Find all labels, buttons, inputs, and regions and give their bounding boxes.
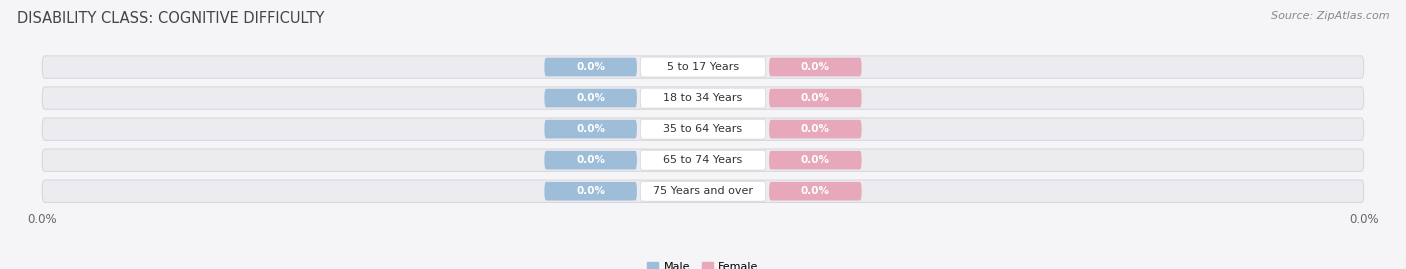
- Text: 0.0%: 0.0%: [801, 155, 830, 165]
- Text: 18 to 34 Years: 18 to 34 Years: [664, 93, 742, 103]
- FancyBboxPatch shape: [640, 119, 766, 139]
- Legend: Male, Female: Male, Female: [643, 258, 763, 269]
- FancyBboxPatch shape: [544, 58, 637, 76]
- FancyBboxPatch shape: [544, 151, 637, 169]
- Text: 0.0%: 0.0%: [801, 93, 830, 103]
- Text: 0.0%: 0.0%: [576, 62, 605, 72]
- FancyBboxPatch shape: [640, 150, 766, 170]
- Text: 0.0%: 0.0%: [801, 186, 830, 196]
- FancyBboxPatch shape: [42, 180, 1364, 202]
- Text: Source: ZipAtlas.com: Source: ZipAtlas.com: [1271, 11, 1389, 21]
- FancyBboxPatch shape: [769, 58, 862, 76]
- FancyBboxPatch shape: [769, 182, 862, 200]
- Text: 0.0%: 0.0%: [801, 124, 830, 134]
- FancyBboxPatch shape: [42, 118, 1364, 140]
- Text: 75 Years and over: 75 Years and over: [652, 186, 754, 196]
- FancyBboxPatch shape: [544, 120, 637, 139]
- FancyBboxPatch shape: [544, 182, 637, 200]
- FancyBboxPatch shape: [769, 120, 862, 139]
- Text: 0.0%: 0.0%: [576, 93, 605, 103]
- FancyBboxPatch shape: [640, 88, 766, 108]
- FancyBboxPatch shape: [544, 89, 637, 107]
- Text: 0.0%: 0.0%: [576, 155, 605, 165]
- Text: 65 to 74 Years: 65 to 74 Years: [664, 155, 742, 165]
- Text: 0.0%: 0.0%: [801, 62, 830, 72]
- Text: DISABILITY CLASS: COGNITIVE DIFFICULTY: DISABILITY CLASS: COGNITIVE DIFFICULTY: [17, 11, 325, 26]
- Text: 5 to 17 Years: 5 to 17 Years: [666, 62, 740, 72]
- FancyBboxPatch shape: [640, 181, 766, 201]
- Text: 0.0%: 0.0%: [576, 124, 605, 134]
- FancyBboxPatch shape: [769, 89, 862, 107]
- Text: 35 to 64 Years: 35 to 64 Years: [664, 124, 742, 134]
- FancyBboxPatch shape: [769, 151, 862, 169]
- FancyBboxPatch shape: [640, 57, 766, 77]
- FancyBboxPatch shape: [42, 149, 1364, 171]
- Text: 0.0%: 0.0%: [576, 186, 605, 196]
- FancyBboxPatch shape: [42, 87, 1364, 109]
- FancyBboxPatch shape: [42, 56, 1364, 78]
